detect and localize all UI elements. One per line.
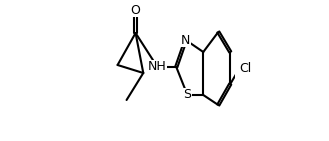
- Text: O: O: [131, 4, 140, 16]
- Text: N: N: [181, 34, 190, 47]
- Text: Cl: Cl: [240, 61, 252, 74]
- Text: S: S: [184, 89, 191, 102]
- Text: NH: NH: [148, 60, 167, 73]
